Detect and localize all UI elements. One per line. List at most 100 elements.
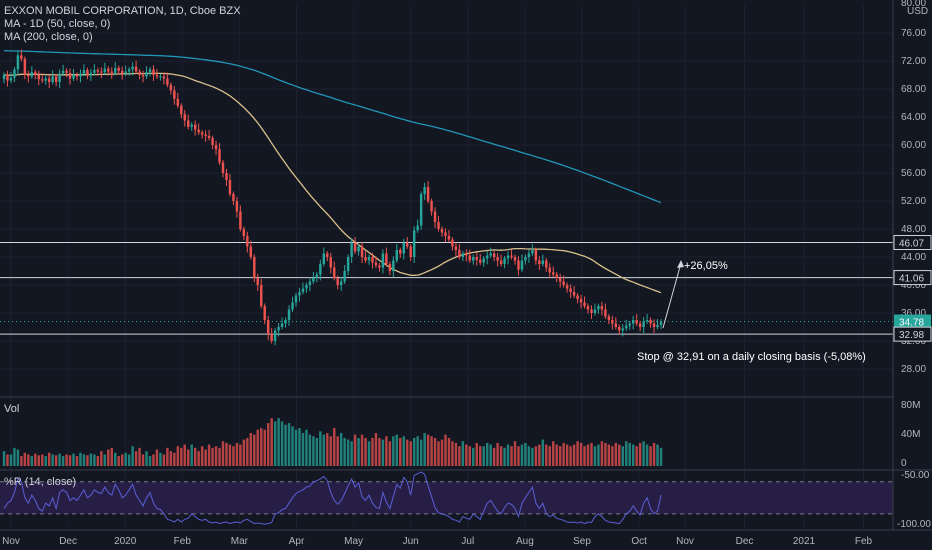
volume-bar [190, 444, 193, 466]
candle-body [552, 272, 555, 275]
volume-bar [534, 446, 538, 466]
candle-body [364, 257, 367, 261]
volume-bar [301, 433, 305, 466]
candle-body [326, 253, 329, 257]
candle-body [273, 330, 277, 341]
volume-bar [385, 436, 388, 466]
volume-bar [503, 447, 506, 466]
volume-bar [513, 441, 517, 466]
candle-body [176, 98, 180, 106]
volume-bar [173, 452, 176, 466]
volume-bars [2, 418, 663, 466]
volume-bar [260, 428, 263, 466]
wr-panel-label: %R (14, close) [4, 476, 76, 488]
candle-body [322, 253, 326, 264]
volume-bar [134, 451, 138, 466]
price-tick-label: 76.00 [901, 28, 926, 39]
candle-body [287, 309, 291, 320]
candle-body [169, 84, 173, 91]
volume-panel-label: Vol [4, 403, 19, 415]
volume-bar [232, 446, 235, 466]
volume-bar [315, 437, 319, 466]
candle-body [155, 75, 159, 77]
volume-bar [409, 441, 412, 466]
horizontal-levels[interactable] [0, 242, 893, 335]
volume-bar [576, 441, 579, 466]
volume-bar [548, 446, 551, 466]
volume-bar [538, 444, 541, 466]
volume-bar [298, 428, 301, 466]
volume-bar [447, 437, 451, 466]
candle-body [451, 239, 454, 247]
candle-body [75, 75, 79, 77]
price-axis[interactable]: 28.0032.0036.0040.0044.0048.0052.0056.00… [901, 28, 926, 375]
candle-body [565, 285, 569, 289]
candle-body [395, 250, 399, 261]
candle-body [308, 281, 312, 285]
volume-bar [618, 444, 621, 466]
price-tick-label: 36.00 [901, 308, 926, 319]
volume-bar [159, 452, 162, 466]
volume-bar [34, 453, 37, 466]
candle-body [256, 278, 259, 285]
candle-body [232, 194, 235, 201]
candle-body [433, 211, 437, 222]
volume-bar [100, 451, 103, 466]
candle-body [604, 309, 607, 317]
volume-bar [120, 454, 124, 466]
volume-bar [270, 418, 273, 466]
candle-body [141, 75, 145, 77]
volume-bar [642, 441, 645, 466]
candle-body [402, 243, 405, 254]
volume-bar [41, 454, 44, 466]
volume-bar [54, 455, 58, 466]
ma200-series [3, 49, 662, 204]
time-axis[interactable]: Nov Dec 2020 Feb Mar Apr May Jun Jul Aug Sep Oct Nov… [2, 536, 872, 547]
candle-body [242, 229, 246, 236]
candle-body [527, 253, 531, 257]
candles [2, 49, 663, 346]
volume-bar [565, 444, 569, 466]
volume-bar [406, 439, 409, 466]
price-tag-label: 34.78 [899, 318, 924, 329]
volume-bar [131, 446, 134, 466]
candle-body [378, 265, 381, 268]
volume-bar [482, 446, 485, 466]
volume-bar [287, 423, 291, 466]
volume-bar [374, 433, 378, 466]
price-tick-label: 52.00 [901, 196, 926, 207]
volume-bar [6, 454, 9, 466]
candle-body [270, 334, 273, 341]
candle-body [312, 278, 315, 282]
volume-bar [412, 437, 416, 466]
volume-bar [319, 431, 322, 466]
candle-body [416, 225, 419, 231]
volume-bar [162, 454, 166, 466]
target-arrow-head [677, 260, 684, 268]
candle-body [23, 58, 27, 75]
candle-body [114, 68, 117, 73]
candle-body [305, 285, 308, 289]
volume-bar [89, 453, 93, 466]
candle-body [611, 320, 614, 324]
price-tag-label: 32.98 [899, 330, 924, 341]
volume-bar [572, 444, 576, 466]
time-tick-label: Dec [59, 536, 77, 547]
volume-bar [221, 441, 225, 466]
candle-body [6, 75, 9, 81]
volume-bar [44, 456, 47, 466]
volume-bar [465, 444, 468, 466]
volume-bar [9, 454, 13, 466]
volume-bar [454, 442, 458, 466]
volume-bar [114, 452, 117, 466]
volume-bar [586, 444, 590, 466]
candle-body [388, 264, 392, 271]
volume-bar [148, 456, 152, 466]
candle-body [16, 55, 20, 70]
volume-bar [284, 424, 287, 466]
volume-bar [152, 454, 155, 466]
williams-r-panel [0, 471, 893, 525]
candle-body [381, 253, 385, 268]
volume-bar [458, 446, 461, 466]
